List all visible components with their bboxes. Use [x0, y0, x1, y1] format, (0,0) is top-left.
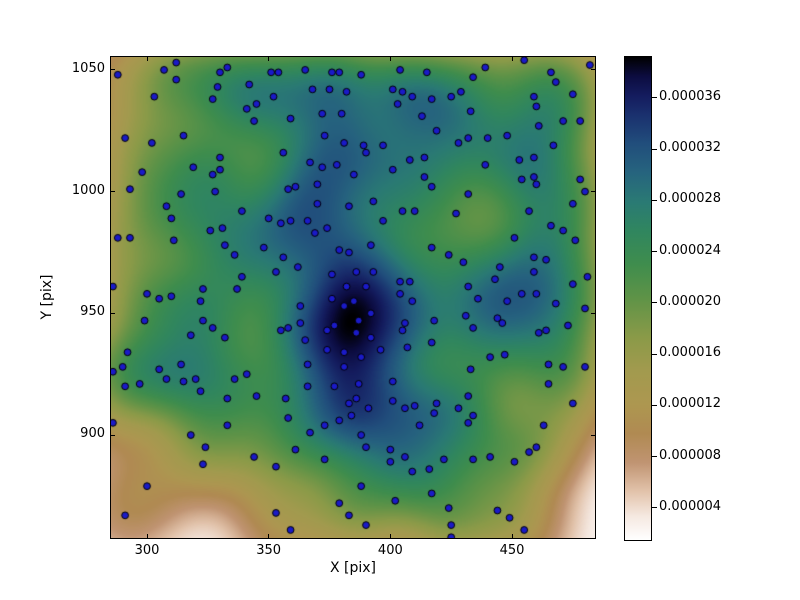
colorbar-tick-label: 0.000008	[659, 447, 722, 463]
colorbar-tick-mark	[652, 404, 657, 406]
y-tick-label: 1000	[71, 182, 105, 198]
x-tick-label: 300	[134, 543, 160, 558]
colorbar-tick-mark	[652, 302, 657, 304]
colorbar-tick-label: 0.000012	[659, 396, 722, 412]
colorbar-tick-mark	[652, 199, 657, 201]
y-axis-label: Y [pix]	[39, 274, 55, 320]
x-tick-label: 400	[377, 543, 403, 558]
y-tick-mark	[591, 312, 595, 314]
colorbar-gradient	[625, 57, 651, 540]
colorbar	[624, 56, 652, 541]
y-tick-mark	[591, 434, 595, 436]
colorbar-tick-mark	[652, 97, 657, 99]
y-tick-mark	[111, 434, 115, 436]
colorbar-tick-mark	[652, 353, 657, 355]
colorbar-tick-label: 0.000020	[659, 293, 722, 309]
x-tick-mark	[268, 57, 270, 61]
colorbar-tick-label: 0.000004	[659, 498, 722, 514]
y-tick-label: 1050	[71, 60, 105, 76]
x-tick-mark	[146, 534, 148, 538]
x-tick-label: 350	[256, 543, 282, 558]
y-tick-mark	[111, 191, 115, 193]
y-tick-mark	[591, 69, 595, 71]
colorbar-tick-label: 0.000036	[659, 88, 722, 104]
y-tick-mark	[111, 312, 115, 314]
y-tick-label: 900	[80, 426, 105, 442]
colorbar-tick-label: 0.000024	[659, 242, 722, 258]
plot-area	[110, 56, 596, 539]
colorbar-tick-label: 0.000028	[659, 191, 722, 207]
x-tick-mark	[511, 57, 513, 61]
colorbar-tick-label: 0.000016	[659, 345, 722, 361]
y-tick-mark	[591, 191, 595, 193]
x-axis-label: X [pix]	[329, 560, 377, 576]
colorbar-tick-mark	[652, 251, 657, 253]
colorbar-tick-mark	[652, 148, 657, 150]
colorbar-tick-mark	[652, 507, 657, 509]
x-tick-mark	[268, 534, 270, 538]
colorbar-tick-mark	[652, 456, 657, 458]
colorbar-tick-label: 0.000032	[659, 140, 722, 156]
y-tick-label: 950	[80, 304, 105, 320]
x-tick-mark	[511, 534, 513, 538]
x-tick-mark	[389, 57, 391, 61]
x-tick-mark	[389, 534, 391, 538]
x-tick-mark	[146, 57, 148, 61]
density-scatter-canvas	[111, 57, 595, 538]
x-tick-label: 450	[499, 543, 525, 558]
y-tick-mark	[111, 69, 115, 71]
